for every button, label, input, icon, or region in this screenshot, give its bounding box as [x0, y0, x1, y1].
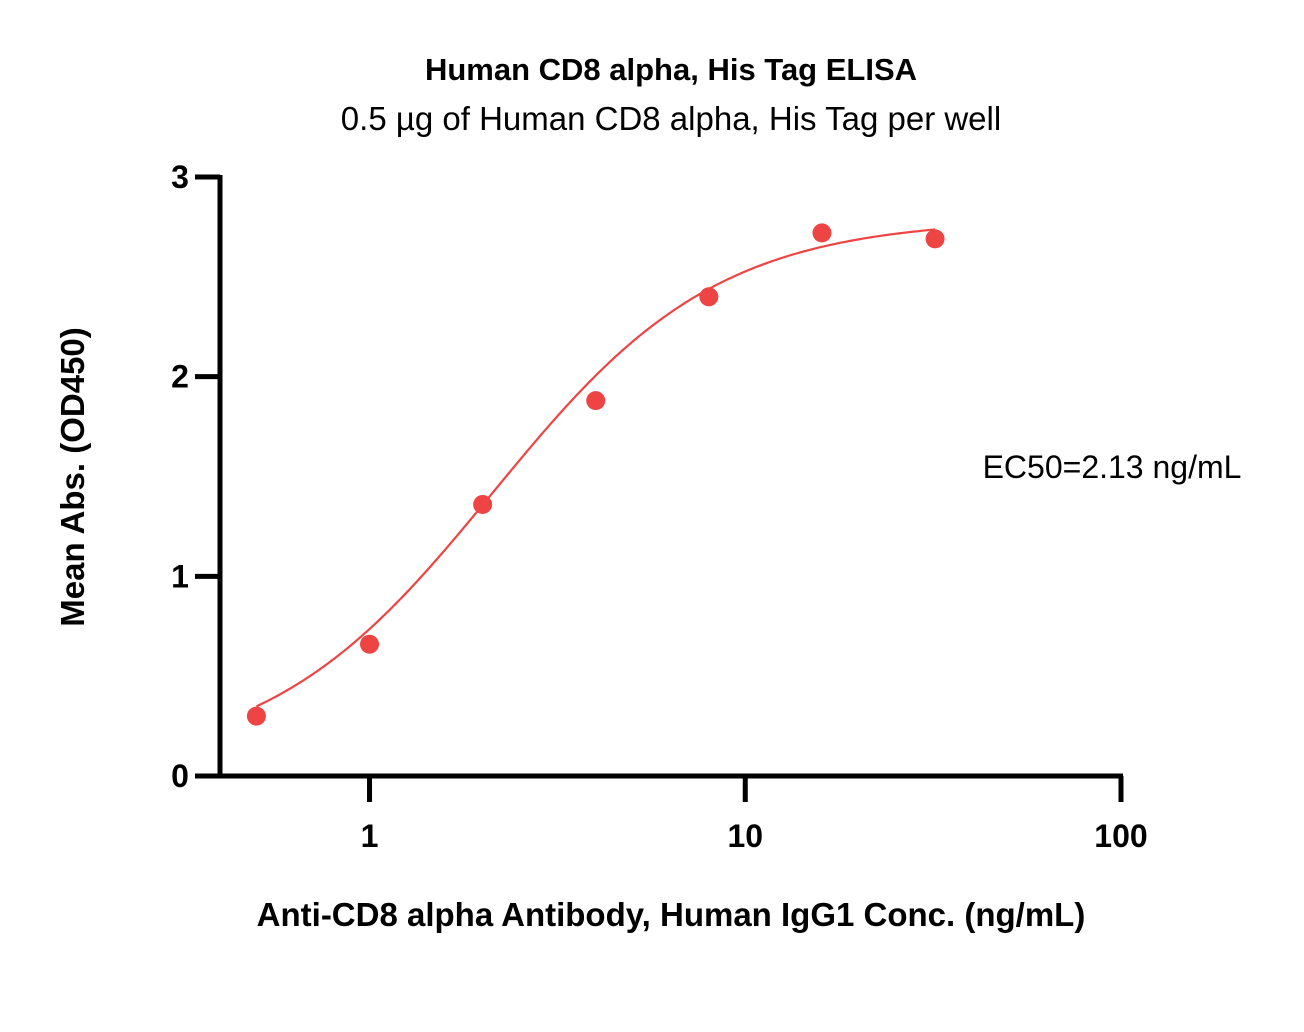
y-tick-label: 1 — [171, 558, 189, 594]
data-point — [925, 229, 945, 249]
y-axis-ticks: 0 1 2 3 — [171, 159, 220, 794]
x-tick-label: 100 — [1094, 818, 1147, 854]
x-axis-ticks: 1 10 100 — [361, 776, 1148, 854]
data-point — [586, 391, 606, 411]
chart-subtitle: 0.5 µg of Human CD8 alpha, His Tag per w… — [341, 100, 1001, 137]
x-tick-label: 10 — [727, 818, 763, 854]
x-axis-label: Anti-CD8 alpha Antibody, Human IgG1 Conc… — [257, 896, 1086, 933]
data-point — [699, 287, 719, 307]
chart-title: Human CD8 alpha, His Tag ELISA — [425, 52, 917, 87]
y-tick-label: 2 — [171, 359, 189, 395]
y-axis-label: Mean Abs. (OD450) — [54, 327, 91, 627]
ec50-annotation: EC50=2.13 ng/mL — [983, 449, 1242, 485]
data-point — [246, 706, 266, 726]
data-point — [812, 223, 832, 243]
axes — [195, 175, 1123, 779]
y-tick-label: 3 — [171, 159, 189, 195]
data-point — [360, 634, 380, 654]
x-tick-label: 1 — [361, 818, 379, 854]
y-tick-label: 0 — [171, 758, 189, 794]
data-points — [246, 223, 945, 726]
fit-curve — [255, 228, 936, 708]
data-point — [473, 494, 493, 514]
